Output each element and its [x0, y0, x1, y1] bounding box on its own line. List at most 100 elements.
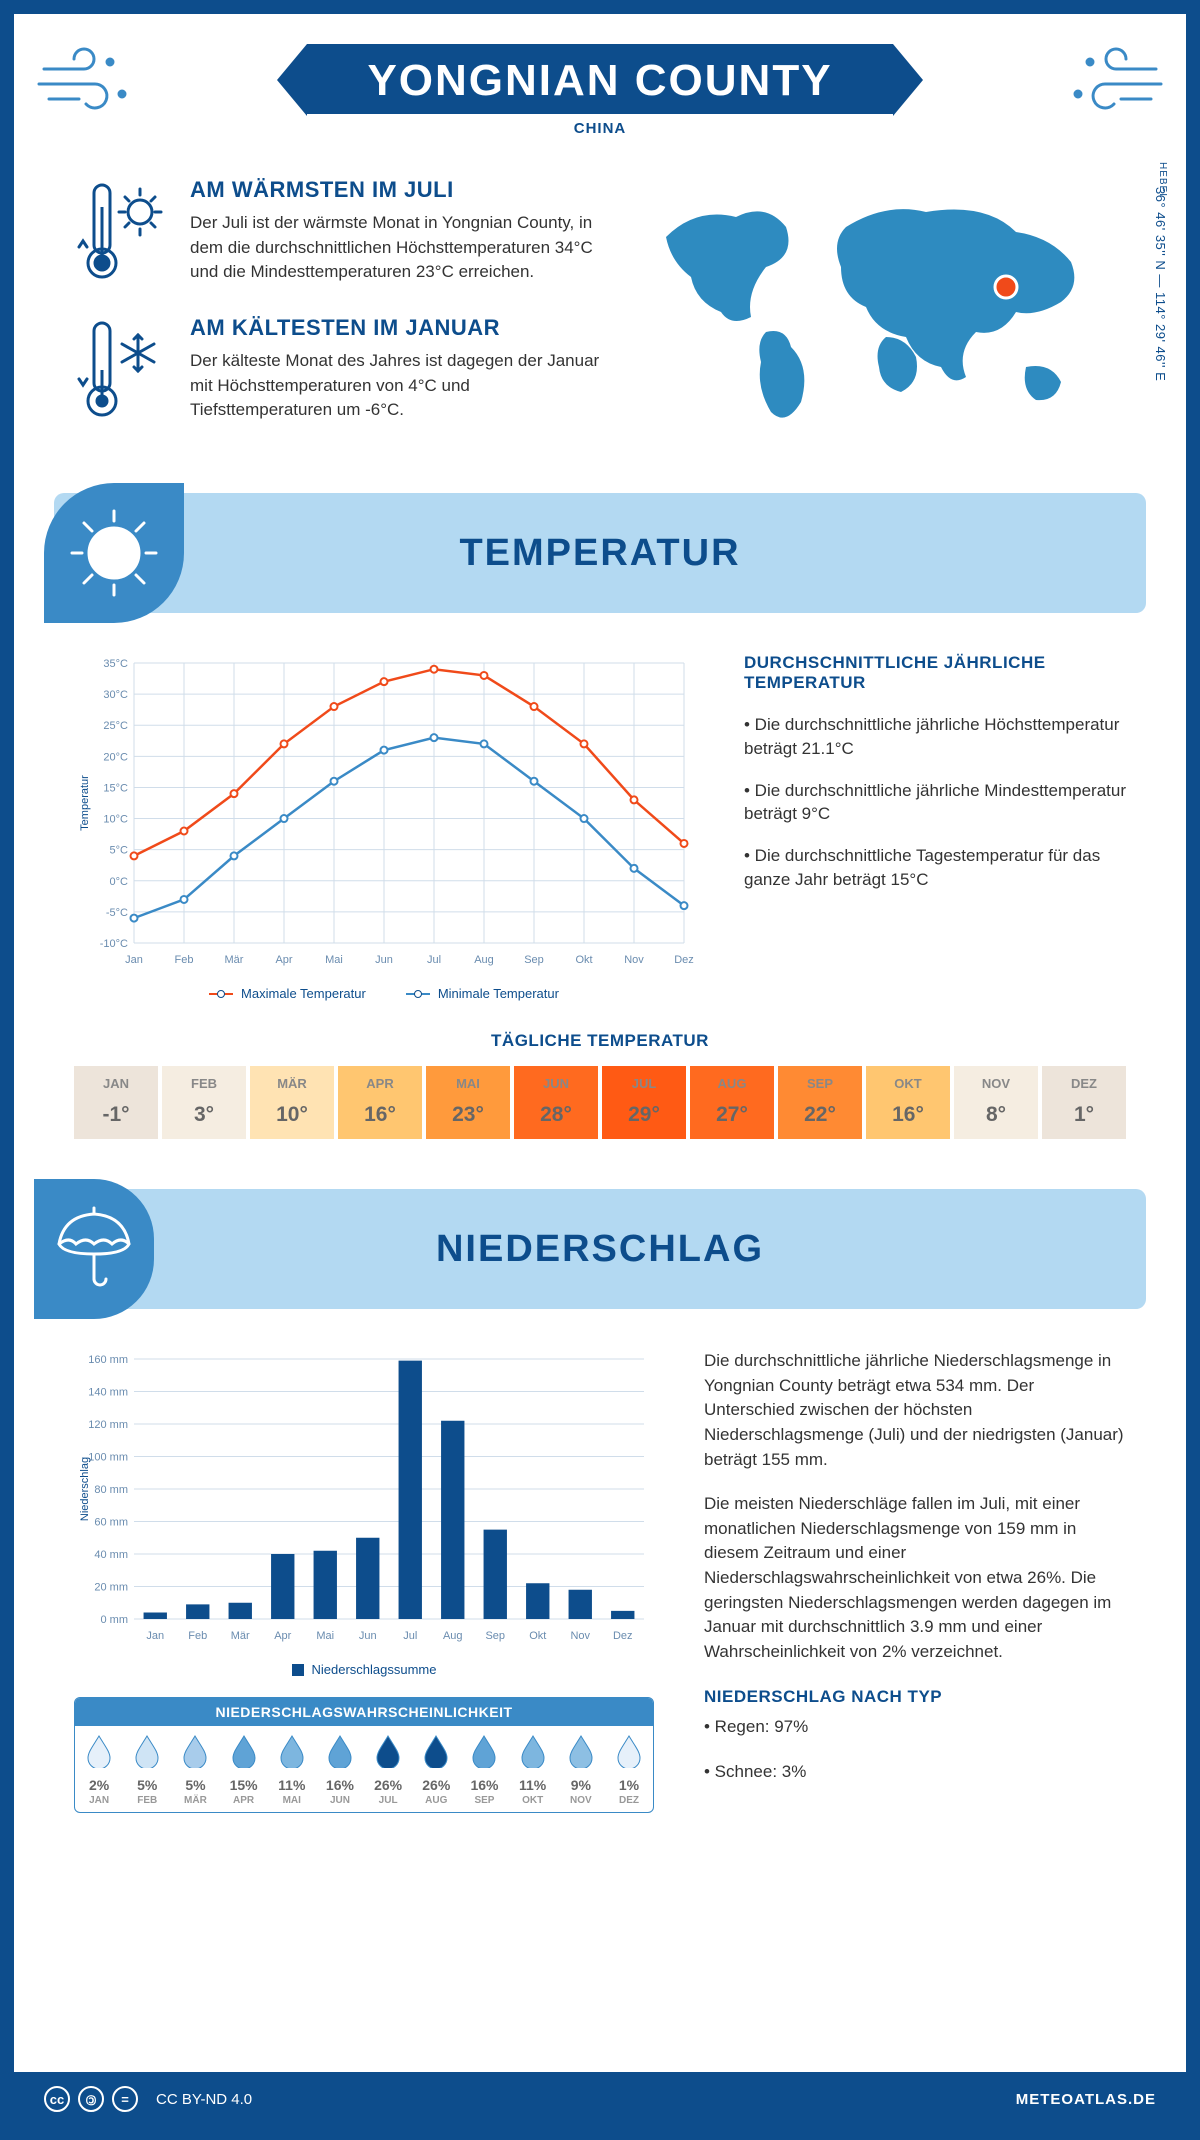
svg-text:120 mm: 120 mm [88, 1419, 128, 1431]
temp-info-heading: DURCHSCHNITTLICHE JÄHRLICHE TEMPERATUR [744, 653, 1126, 693]
svg-text:0°C: 0°C [110, 876, 129, 888]
prob-cell: 9% NOV [557, 1726, 605, 1812]
daily-temp-cell: MAI23° [426, 1066, 510, 1139]
prob-cell: 16% SEP [460, 1726, 508, 1812]
svg-text:30°C: 30°C [103, 689, 128, 701]
country-label: CHINA [74, 120, 1126, 137]
raindrop-icon [278, 1734, 306, 1768]
svg-text:Temperatur: Temperatur [79, 775, 91, 831]
prob-cell: 26% AUG [412, 1726, 460, 1812]
world-map: HEBEI 36° 46' 35'' N — 114° 29' 46'' E [646, 177, 1126, 442]
sun-icon [64, 503, 164, 603]
legend-max: Maximale Temperatur [209, 986, 366, 1001]
prob-cell: 11% MAI [268, 1726, 316, 1812]
svg-text:Jul: Jul [403, 1630, 417, 1642]
svg-text:Mai: Mai [325, 954, 343, 966]
umbrella-icon [49, 1204, 139, 1294]
svg-text:Dez: Dez [613, 1630, 633, 1642]
svg-text:-5°C: -5°C [106, 907, 128, 919]
thermometer-sun-icon [74, 177, 170, 287]
section-title: NIEDERSCHLAG [436, 1228, 764, 1271]
temp-bullet: • Die durchschnittliche jährliche Mindes… [744, 779, 1126, 827]
svg-text:35°C: 35°C [103, 658, 128, 670]
svg-text:Jul: Jul [427, 954, 441, 966]
fact-text: Der Juli ist der wärmste Monat in Yongni… [190, 211, 616, 285]
svg-text:20 mm: 20 mm [94, 1582, 128, 1594]
section-precipitation: NIEDERSCHLAG [54, 1189, 1146, 1309]
svg-text:Jan: Jan [125, 954, 143, 966]
svg-text:Okt: Okt [575, 954, 592, 966]
prob-cell: 5% MÄR [171, 1726, 219, 1812]
svg-text:Jun: Jun [375, 954, 393, 966]
legend-precip: Niederschlagssumme [292, 1662, 437, 1677]
raindrop-icon [133, 1734, 161, 1768]
svg-text:Jun: Jun [359, 1630, 377, 1642]
temp-bullet: • Die durchschnittliche jährliche Höchst… [744, 713, 1126, 761]
daily-temp-cell: AUG27° [690, 1066, 774, 1139]
daily-temp-cell: OKT16° [866, 1066, 950, 1139]
raindrop-icon [374, 1734, 402, 1768]
prob-cell: 5% FEB [123, 1726, 171, 1812]
svg-text:Feb: Feb [175, 954, 194, 966]
daily-temp-cell: DEZ1° [1042, 1066, 1126, 1139]
raindrop-icon [422, 1734, 450, 1768]
prob-cell: 11% OKT [509, 1726, 557, 1812]
temp-info: DURCHSCHNITTLICHE JÄHRLICHE TEMPERATUR •… [744, 653, 1126, 1001]
raindrop-icon [519, 1734, 547, 1768]
svg-text:Aug: Aug [474, 954, 494, 966]
svg-text:Mai: Mai [316, 1630, 334, 1642]
raindrop-icon [85, 1734, 113, 1768]
daily-temp-cell: MÄR10° [250, 1066, 334, 1139]
daily-temp-table: JAN-1°FEB3°MÄR10°APR16°MAI23°JUN28°JUL29… [74, 1066, 1126, 1139]
daily-temp-cell: JUN28° [514, 1066, 598, 1139]
svg-text:20°C: 20°C [103, 751, 128, 763]
thermometer-snow-icon [74, 315, 170, 425]
svg-text:Jan: Jan [146, 1630, 164, 1642]
svg-text:0 mm: 0 mm [101, 1614, 129, 1626]
svg-text:Dez: Dez [674, 954, 694, 966]
precip-paragraph: Die meisten Niederschläge fallen im Juli… [704, 1492, 1126, 1664]
daily-temp-cell: NOV8° [954, 1066, 1038, 1139]
svg-text:Sep: Sep [524, 954, 544, 966]
precip-type-bullet: • Schnee: 3% [704, 1760, 1126, 1785]
section-title: TEMPERATUR [459, 532, 740, 575]
svg-text:140 mm: 140 mm [88, 1387, 128, 1399]
svg-text:160 mm: 160 mm [88, 1354, 128, 1366]
svg-text:Mär: Mär [225, 954, 244, 966]
svg-text:40 mm: 40 mm [94, 1549, 128, 1561]
daily-temp-cell: APR16° [338, 1066, 422, 1139]
raindrop-icon [470, 1734, 498, 1768]
footer: cc 🄯 = CC BY-ND 4.0 METEOATLAS.DE [14, 2072, 1186, 2126]
daily-temp-cell: FEB3° [162, 1066, 246, 1139]
prob-table-title: NIEDERSCHLAGSWAHRSCHEINLICHKEIT [75, 1698, 653, 1726]
svg-text:-10°C: -10°C [100, 938, 128, 950]
prob-cell: 2% JAN [75, 1726, 123, 1812]
svg-text:Sep: Sep [485, 1630, 505, 1642]
precip-info: Die durchschnittliche jährliche Niedersc… [704, 1349, 1126, 1813]
precip-type-heading: NIEDERSCHLAG NACH TYP [704, 1685, 1126, 1710]
svg-text:Aug: Aug [443, 1630, 463, 1642]
coords-label: 36° 46' 35'' N — 114° 29' 46'' E [1153, 187, 1168, 381]
svg-text:Niederschlag: Niederschlag [79, 1457, 91, 1521]
cc-icon: cc [44, 2086, 70, 2112]
daily-temp-cell: SEP22° [778, 1066, 862, 1139]
prob-cell: 15% APR [220, 1726, 268, 1812]
section-temperature: TEMPERATUR [54, 493, 1146, 613]
fact-warmest: AM WÄRMSTEN IM JULI Der Juli ist der wär… [74, 177, 616, 287]
prob-cell: 26% JUL [364, 1726, 412, 1812]
page-title: YONGNIAN COUNTY [307, 44, 892, 114]
fact-coldest: AM KÄLTESTEN IM JANUAR Der kälteste Mona… [74, 315, 616, 425]
license-label: CC BY-ND 4.0 [156, 2091, 252, 2108]
nd-icon: = [112, 2086, 138, 2112]
svg-text:80 mm: 80 mm [94, 1484, 128, 1496]
raindrop-icon [567, 1734, 595, 1768]
svg-text:15°C: 15°C [103, 782, 128, 794]
svg-text:60 mm: 60 mm [94, 1517, 128, 1529]
legend-min: Minimale Temperatur [406, 986, 559, 1001]
svg-text:Mär: Mär [231, 1630, 250, 1642]
svg-text:100 mm: 100 mm [88, 1452, 128, 1464]
fact-title: AM KÄLTESTEN IM JANUAR [190, 315, 616, 341]
raindrop-icon [615, 1734, 643, 1768]
svg-text:25°C: 25°C [103, 720, 128, 732]
daily-temp-title: TÄGLICHE TEMPERATUR [74, 1031, 1126, 1051]
